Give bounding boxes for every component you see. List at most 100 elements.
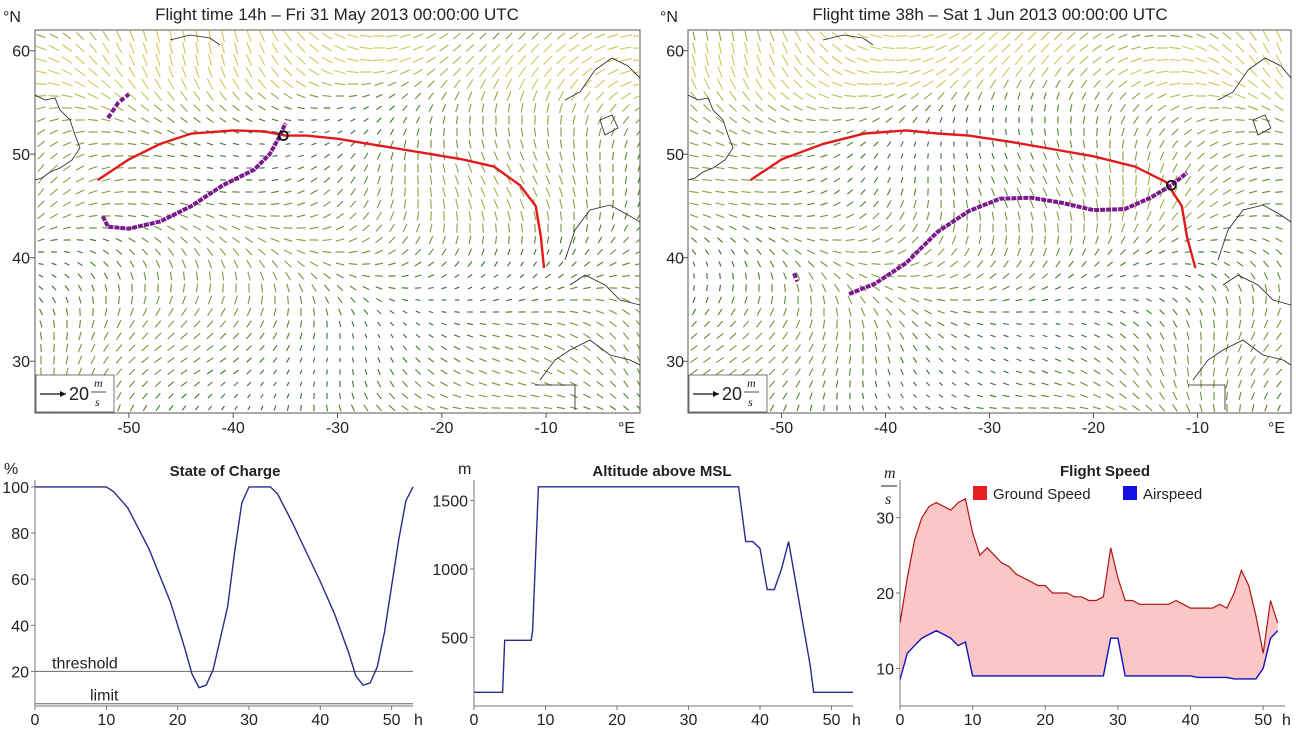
wind-arrow [846,284,854,292]
wind-arrow [439,44,449,52]
wind-arrow [492,78,500,90]
wind-arrow [1222,201,1232,207]
x-tick-label: 10 [537,712,555,729]
wind-arrow [180,117,188,123]
wind-arrow [595,298,605,302]
wind-arrow [1250,356,1256,364]
wind-arrow [91,284,95,292]
wind-arrow [127,130,137,134]
wind-arrow [1182,94,1194,98]
wind-arrow [283,93,293,99]
wind-arrow [50,176,58,184]
wind-arrow [141,214,149,218]
wind-arrow [1222,177,1232,183]
wind-arrow [1238,331,1242,341]
wind-arrow [402,380,408,388]
map-2-scale-value: 20 [722,384,742,404]
wind-arrow [706,273,708,279]
wind-arrow [1183,128,1193,136]
wind-arrow [36,33,46,39]
wind-arrow [1017,152,1021,160]
wind-arrow [922,69,934,75]
wind-arrow [310,107,318,109]
wind-arrow [270,79,280,89]
wind-arrow [691,54,697,66]
wind-arrow [1043,247,1047,257]
wind-arrow [349,274,357,278]
wind-arrow [848,368,852,376]
wind-arrow [702,129,712,135]
wind-arrow [820,189,828,195]
wind-arrow [246,259,252,269]
wind-arrow [1184,199,1192,209]
wind-arrow [1067,382,1075,386]
wind-arrow [964,247,970,257]
wind-arrow [48,57,60,63]
x-tick-label: -30 [326,420,349,437]
wind-arrow [583,406,591,410]
wind-arrow [493,298,499,302]
wind-arrow [376,129,382,135]
wind-arrow [754,117,764,123]
wind-arrow [101,131,111,133]
wind-arrow [1196,106,1206,110]
wind-arrow [835,380,839,388]
wind-arrow [220,54,226,66]
wind-arrow [1211,284,1217,292]
wind-arrow [704,237,710,243]
wind-arrow [990,334,996,338]
wind-arrow [977,382,983,386]
wind-arrow [951,357,957,363]
wind-arrow [1118,45,1128,51]
wind-arrow [1222,43,1232,53]
wind-arrow [832,213,842,219]
wind-arrow [557,286,565,290]
wind-arrow [1133,127,1139,137]
wind-arrow [620,69,632,75]
wind-arrow [1248,154,1258,158]
wind-arrow [1157,104,1167,112]
wind-arrow [207,66,213,78]
wind-arrow [140,117,150,123]
wind-arrow [741,202,751,206]
wind-arrow [886,188,892,196]
wind-arrow [61,44,73,52]
wind-arrow [1066,406,1076,410]
wind-arrow [596,405,604,411]
wind-arrow [693,273,695,279]
wind-arrow [88,214,98,218]
wind-arrow [1055,260,1061,268]
wind-arrow [703,225,711,231]
wind-arrow [898,236,906,244]
wind-arrow [556,333,566,339]
wind-arrow [832,130,842,134]
wind-arrow [75,43,85,53]
wind-arrow [531,322,539,326]
wind-arrow [491,394,501,398]
wind-arrow [795,272,801,280]
wind-arrow [637,164,640,172]
wind-arrow [520,261,524,267]
wind-arrow [834,284,840,292]
wind-arrow [193,369,201,375]
wind-arrow [1212,343,1216,353]
wind-arrow [62,176,72,184]
soc-x-unit: h [414,712,423,729]
wind-arrow [1003,176,1009,184]
wind-arrow [609,344,617,352]
wind-arrow [543,322,553,326]
wind-arrow [898,308,906,316]
wind-arrow [181,295,187,305]
wind-arrow [989,273,997,279]
wind-arrow [950,406,958,410]
wind-arrow [690,225,698,231]
wind-arrow [167,248,175,256]
wind-arrow [428,104,434,112]
wind-arrow [37,152,45,160]
wind-arrow [194,405,200,411]
wind-arrow [534,223,536,233]
wind-arrow [1134,211,1138,221]
wind-arrow [220,393,226,399]
wind-arrow [635,320,640,327]
wind-arrow [559,115,563,125]
